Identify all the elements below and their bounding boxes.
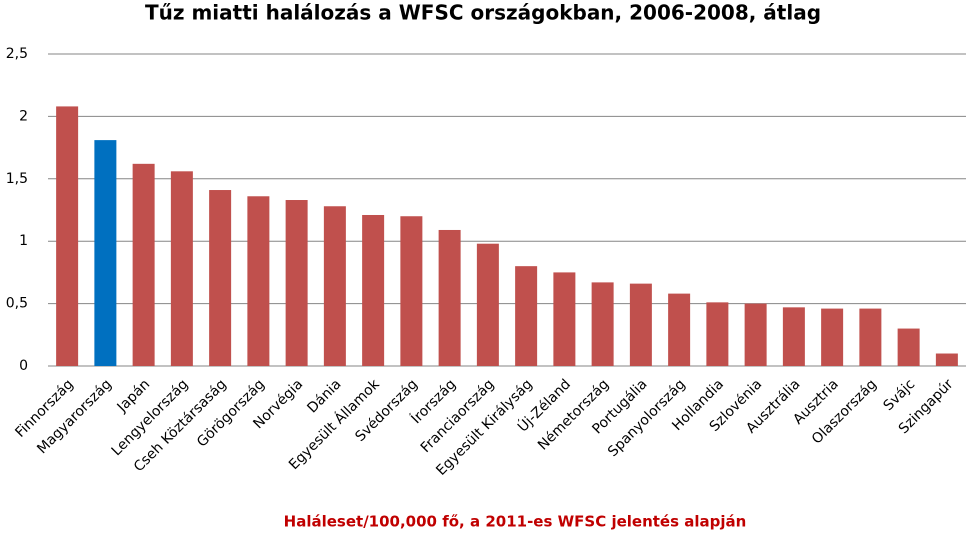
y-tick-label: 1,5 xyxy=(6,171,28,187)
bar xyxy=(859,308,882,366)
bar xyxy=(591,282,614,366)
bar xyxy=(247,196,270,366)
bar xyxy=(362,214,385,366)
y-tick-label: 0 xyxy=(19,358,28,374)
y-tick-label: 0,5 xyxy=(6,296,28,312)
bar xyxy=(476,243,499,366)
bar xyxy=(782,307,805,366)
x-axis-label: Haláleset/100,000 fő, a 2011-es WFSC jel… xyxy=(284,513,747,531)
bar xyxy=(935,353,958,366)
bar xyxy=(629,283,652,366)
y-tick-label: 2 xyxy=(19,108,28,124)
bar xyxy=(400,216,423,366)
chart-title: Tűz miatti halálozás a WFSC országokban,… xyxy=(145,1,821,25)
bar xyxy=(553,272,576,366)
bar xyxy=(170,171,193,366)
bar xyxy=(515,266,538,366)
bar xyxy=(744,303,767,366)
bar xyxy=(94,140,117,366)
bar xyxy=(438,229,461,366)
bar xyxy=(897,328,920,366)
bar xyxy=(821,308,844,366)
bar xyxy=(706,302,729,366)
bar xyxy=(209,190,232,366)
bar xyxy=(132,163,155,366)
bar xyxy=(285,200,308,366)
bar xyxy=(323,206,346,366)
bar xyxy=(56,106,79,366)
bar xyxy=(668,293,691,366)
y-tick-label: 2,5 xyxy=(6,46,28,62)
y-tick-label: 1 xyxy=(19,233,28,249)
